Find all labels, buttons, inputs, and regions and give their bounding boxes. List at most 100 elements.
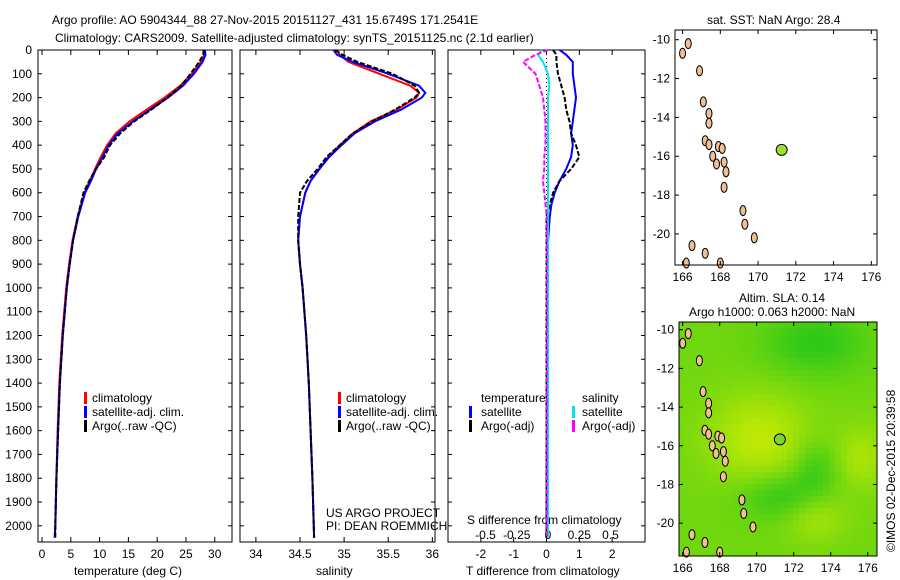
sla-cell xyxy=(787,472,793,478)
lat-tick-label: -18 xyxy=(657,477,675,491)
sla-cell xyxy=(715,340,721,346)
sla-cell xyxy=(871,394,877,400)
sla-cell xyxy=(715,466,721,472)
sla-cell xyxy=(871,328,877,334)
sla-cell xyxy=(751,340,757,346)
sla-cell xyxy=(817,388,823,394)
sla-cell xyxy=(733,460,739,466)
legend-label: climatology xyxy=(92,391,152,405)
sla-cell xyxy=(811,388,817,394)
sla-cell xyxy=(871,400,877,406)
island xyxy=(701,536,709,548)
sla-cell xyxy=(835,328,841,334)
sla-cell xyxy=(733,418,739,424)
sla-cell xyxy=(793,382,799,388)
island xyxy=(738,494,746,506)
sla-cell xyxy=(793,394,799,400)
sla-cell xyxy=(805,346,811,352)
sla-cell xyxy=(763,520,769,526)
sla-cell xyxy=(793,484,799,490)
sla-cell xyxy=(715,334,721,340)
x-tick-label: 36 xyxy=(426,547,440,561)
sla-cell xyxy=(697,508,703,514)
sla-cell xyxy=(799,322,805,328)
s-diff-tick-label: -0.25 xyxy=(503,528,531,542)
sla-cell xyxy=(853,478,859,484)
sla-cell xyxy=(763,406,769,412)
sla-cell xyxy=(739,472,745,478)
sla-cell xyxy=(757,430,763,436)
y-tick-label: 0 xyxy=(25,43,32,57)
sla-cell xyxy=(685,454,691,460)
sla-cell xyxy=(733,514,739,520)
sla-cell xyxy=(769,520,775,526)
sla-cell xyxy=(859,364,865,370)
sla-cell xyxy=(715,442,721,448)
sla-cell xyxy=(841,472,847,478)
y-tick-label: 1900 xyxy=(5,495,32,509)
sla-cell xyxy=(721,406,727,412)
sla-cell xyxy=(757,442,763,448)
sla-cell xyxy=(691,322,697,328)
sla-cell xyxy=(859,550,865,556)
sla-cell xyxy=(679,394,685,400)
sla-cell xyxy=(739,478,745,484)
sla-cell xyxy=(733,472,739,478)
sla-cell xyxy=(793,412,799,418)
sla-cell xyxy=(721,490,727,496)
lat-tick-label: -14 xyxy=(653,110,671,124)
sla-cell xyxy=(685,400,691,406)
sla-cell xyxy=(817,490,823,496)
sla-cell xyxy=(697,520,703,526)
sla-cell xyxy=(847,340,853,346)
sla-cell xyxy=(703,514,709,520)
sla-cell xyxy=(703,352,709,358)
sla-cell xyxy=(697,376,703,382)
sla-cell xyxy=(793,400,799,406)
sla-cell xyxy=(793,442,799,448)
sla-cell xyxy=(775,544,781,550)
sla-cell xyxy=(811,526,817,532)
sla-cell xyxy=(871,406,877,412)
sla-cell xyxy=(703,550,709,556)
sla-cell xyxy=(805,418,811,424)
sla-cell xyxy=(871,508,877,514)
sla-cell xyxy=(703,346,709,352)
sla-cell xyxy=(817,376,823,382)
sla-cell xyxy=(745,388,751,394)
sla-cell xyxy=(841,478,847,484)
sla-cell xyxy=(685,448,691,454)
legend-swatch-t-argo xyxy=(469,420,472,432)
sla-cell xyxy=(871,424,877,430)
sla-cell xyxy=(703,406,709,412)
sla-cell xyxy=(739,400,745,406)
sla-cell xyxy=(859,400,865,406)
island xyxy=(720,156,728,168)
sla-cell xyxy=(817,442,823,448)
sla-cell xyxy=(679,496,685,502)
sla-cell xyxy=(691,550,697,556)
x-tick-label: 35 xyxy=(337,547,351,561)
sla-cell xyxy=(751,454,757,460)
sla-cell xyxy=(775,424,781,430)
sla-cell xyxy=(847,424,853,430)
sst-map-frame xyxy=(674,29,878,266)
sla-cell xyxy=(769,394,775,400)
sla-cell xyxy=(847,478,853,484)
sla-cell xyxy=(865,442,871,448)
x-tick-label: 0 xyxy=(39,547,46,561)
sla-cell xyxy=(871,484,877,490)
sla-cell xyxy=(751,376,757,382)
sla-cell xyxy=(799,490,805,496)
sla-cell xyxy=(865,454,871,460)
sla-cell xyxy=(793,502,799,508)
sla-cell xyxy=(757,502,763,508)
sla-cell xyxy=(739,388,745,394)
sla-cell xyxy=(745,508,751,514)
sla-cell xyxy=(841,460,847,466)
sla-cell xyxy=(847,466,853,472)
sla-cell xyxy=(799,376,805,382)
sla-cell xyxy=(763,340,769,346)
legend-swatch-climatology xyxy=(84,392,87,404)
legend-swatch-t-satellite xyxy=(469,406,472,418)
